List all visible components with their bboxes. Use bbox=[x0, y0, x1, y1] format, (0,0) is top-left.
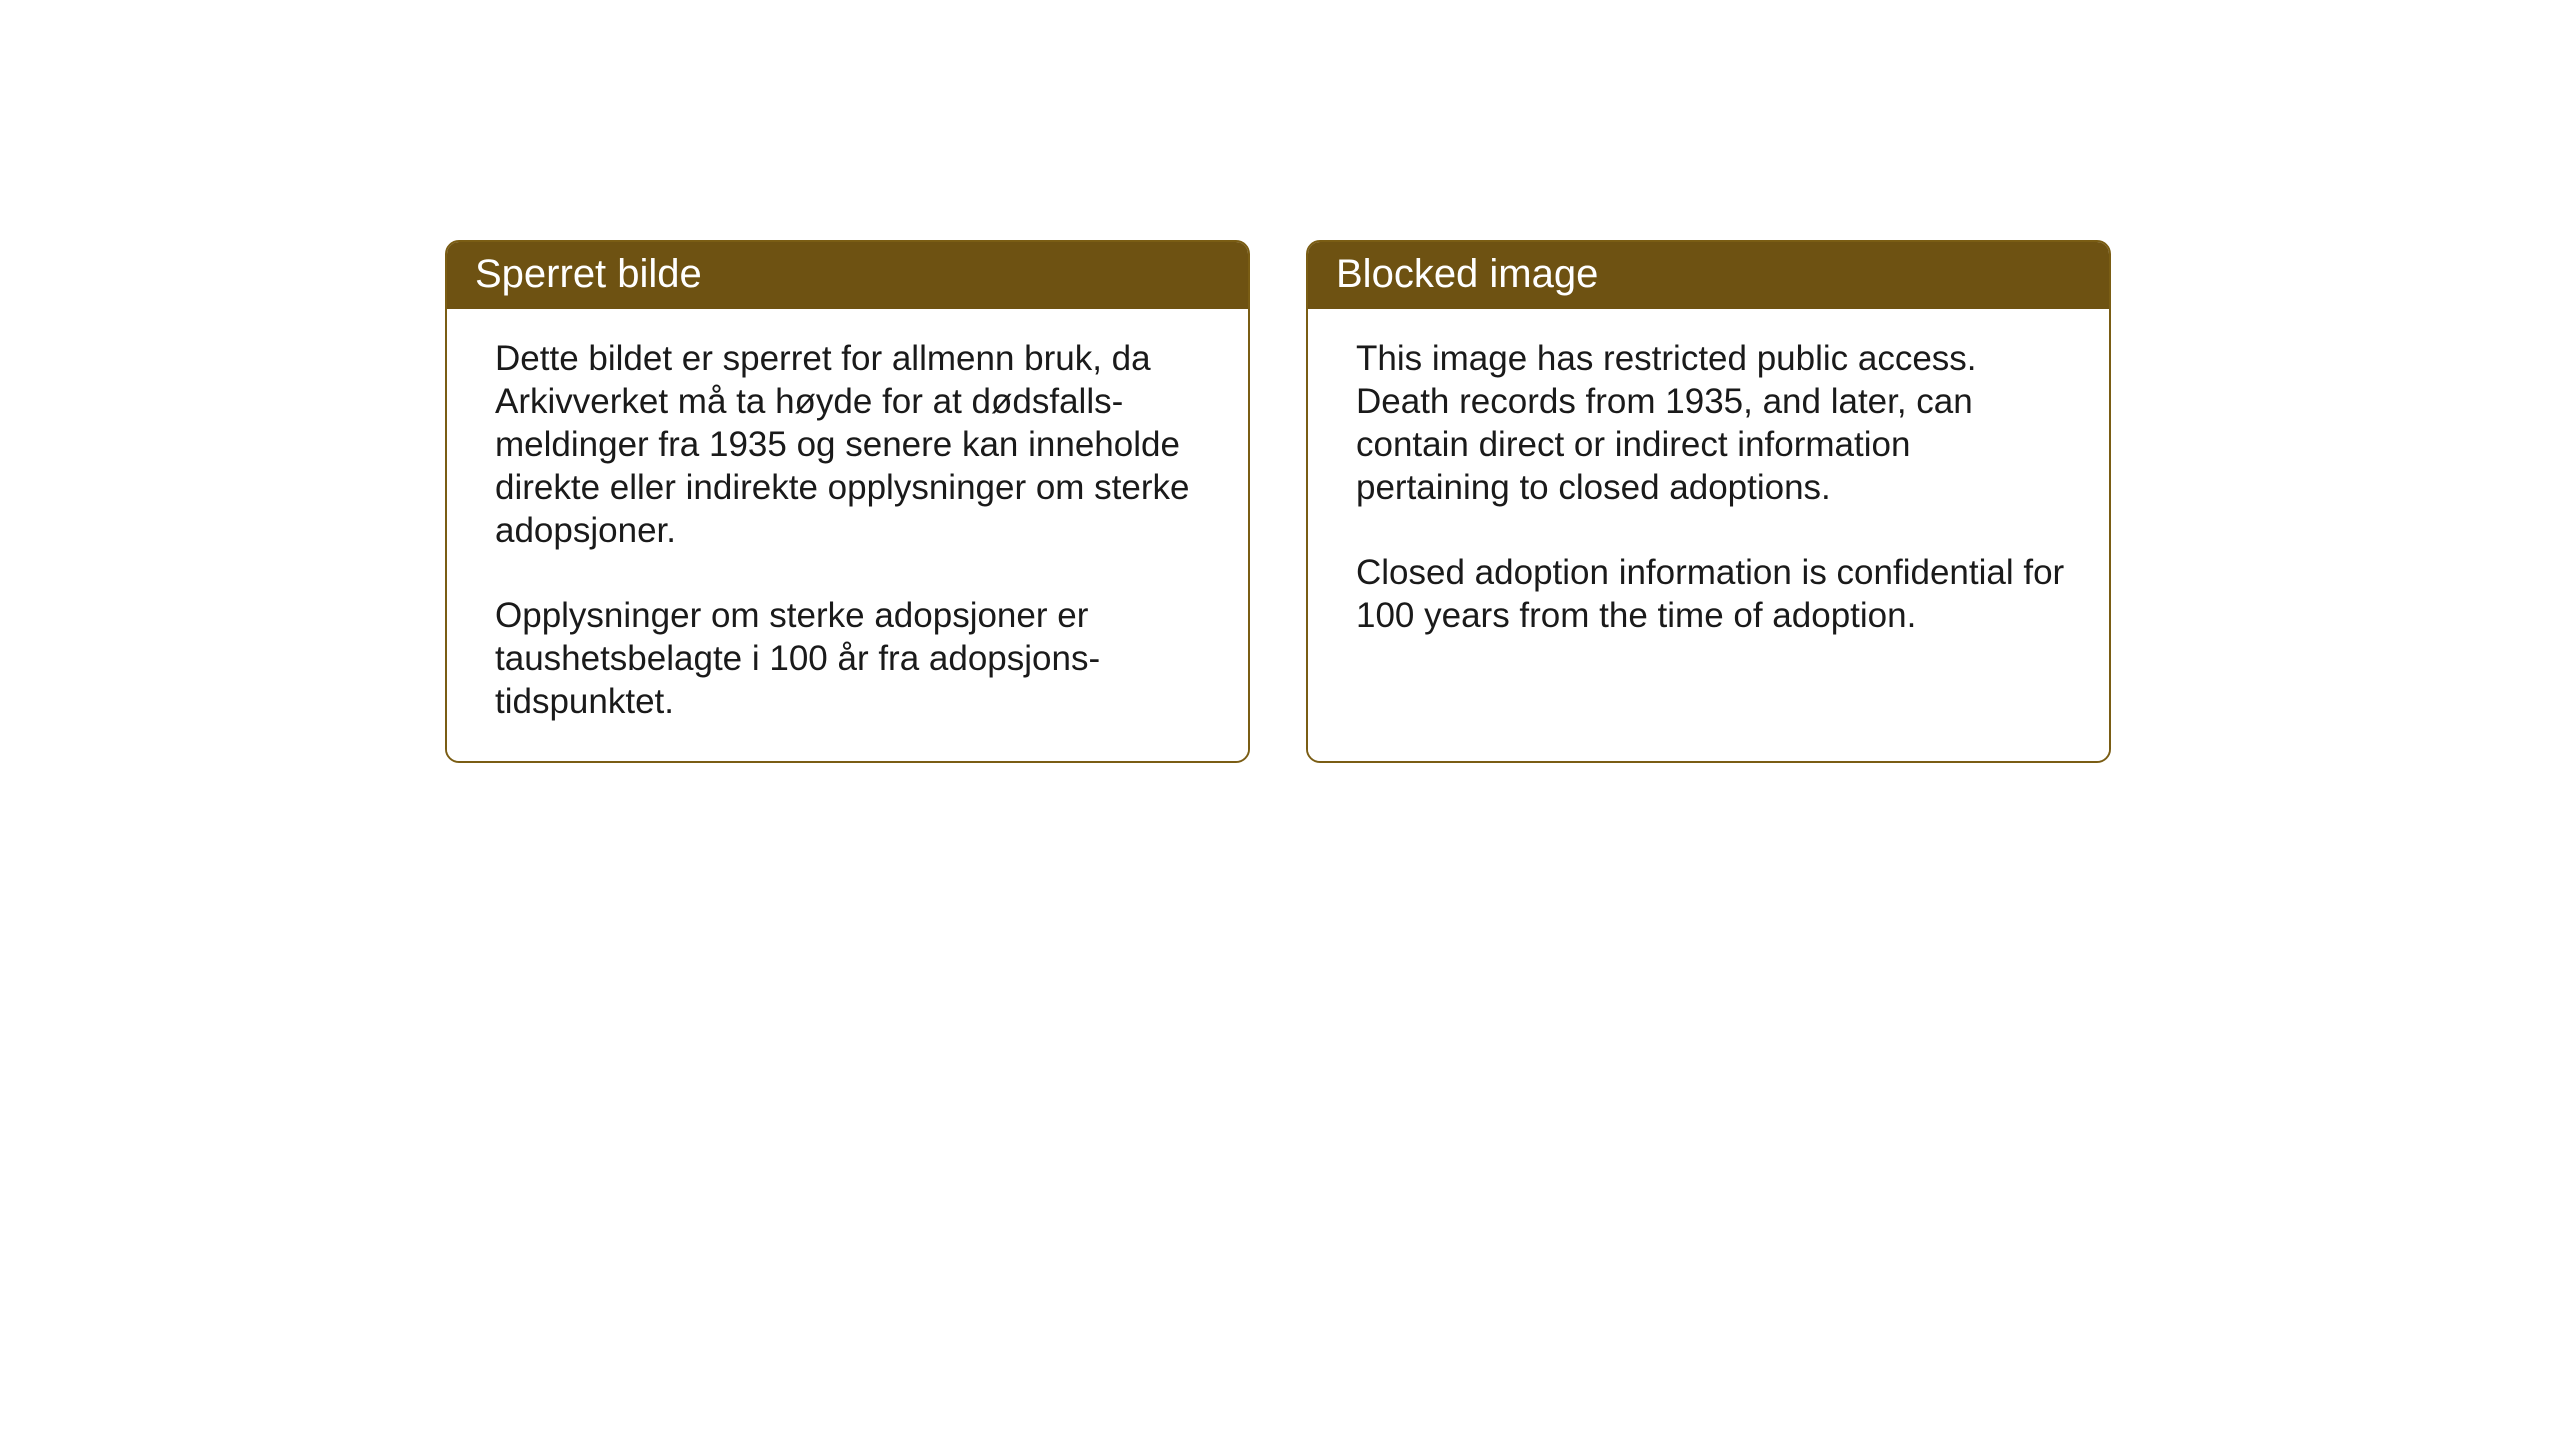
card-paragraph-2-norwegian: Opplysninger om sterke adopsjoner er tau… bbox=[495, 594, 1208, 723]
card-norwegian: Sperret bilde Dette bildet er sperret fo… bbox=[445, 240, 1250, 763]
card-english: Blocked image This image has restricted … bbox=[1306, 240, 2111, 763]
cards-container: Sperret bilde Dette bildet er sperret fo… bbox=[445, 240, 2111, 763]
card-paragraph-1-english: This image has restricted public access.… bbox=[1356, 337, 2069, 509]
card-paragraph-1-norwegian: Dette bildet er sperret for allmenn bruk… bbox=[495, 337, 1208, 552]
card-body-norwegian: Dette bildet er sperret for allmenn bruk… bbox=[447, 309, 1248, 761]
card-paragraph-2-english: Closed adoption information is confident… bbox=[1356, 551, 2069, 637]
card-title-norwegian: Sperret bilde bbox=[475, 252, 702, 296]
card-header-english: Blocked image bbox=[1308, 242, 2109, 309]
card-title-english: Blocked image bbox=[1336, 252, 1598, 296]
card-header-norwegian: Sperret bilde bbox=[447, 242, 1248, 309]
card-body-english: This image has restricted public access.… bbox=[1308, 309, 2109, 761]
